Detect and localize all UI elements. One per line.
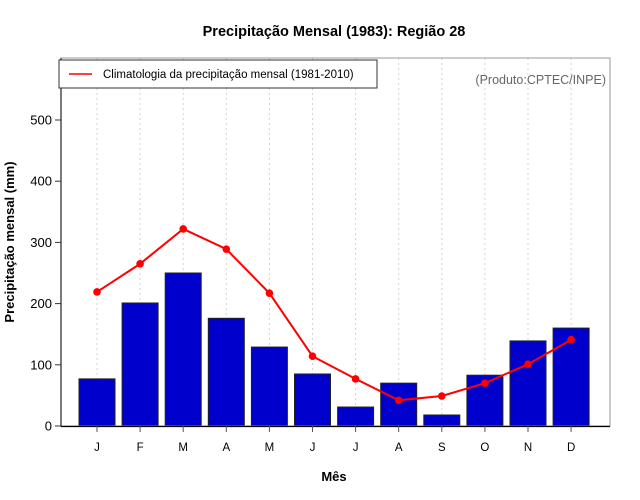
x-tick-label: N: [524, 442, 532, 454]
climatology-point-9: [481, 379, 489, 387]
y-tick-label: 100: [30, 357, 52, 372]
x-tick-label: M: [265, 442, 275, 454]
climatology-point-6: [351, 375, 360, 383]
y-axis-title: Precipitação mensal (mm): [2, 161, 17, 322]
y-tick-label: 400: [30, 174, 52, 189]
bar-4: [250, 346, 288, 427]
x-tick-label: O: [480, 442, 489, 454]
bar-8: [423, 414, 461, 427]
legend-box: [58, 59, 378, 89]
bar-3: [207, 317, 245, 427]
climatology-point-10: [524, 360, 532, 368]
x-tick-label: S: [438, 442, 446, 454]
climatology-point-5: [308, 352, 317, 361]
y-tick-label: 300: [30, 235, 52, 250]
chart-title: Precipitação Mensal (1983): Região 28: [203, 24, 466, 40]
x-tick-label: M: [178, 442, 188, 454]
climatology-point-2: [179, 225, 187, 233]
bar-5: [294, 373, 331, 427]
climatology-line-series: [93, 225, 575, 405]
bar-0: [78, 378, 116, 427]
bar-7: [380, 382, 418, 427]
climatology-point-11: [567, 335, 575, 344]
x-tick-label: J: [94, 442, 100, 454]
bar-series: [78, 272, 590, 427]
legend-label: Climatologia da precipitação mensal (198…: [103, 69, 354, 81]
credit-annotation: (Produto:CPTEC/INPE): [475, 73, 606, 87]
x-tick-label: J: [353, 442, 359, 454]
x-tick-label: J: [310, 442, 316, 454]
legend: Climatologia da precipitação mensal (198…: [58, 59, 378, 89]
bar-6: [337, 406, 375, 427]
y-tick-label: 500: [30, 113, 52, 128]
y-axis-ticks: 0 100 200 300 400 500: [30, 113, 61, 434]
climatology-point-3: [222, 245, 231, 253]
bar-2: [164, 272, 202, 427]
bar-10: [509, 340, 547, 427]
y-tick-label: 200: [30, 296, 52, 311]
climatology-point-1: [136, 260, 144, 268]
climatology-line: [96, 227, 572, 402]
bar-1: [121, 302, 159, 427]
x-tick-label: F: [137, 442, 144, 454]
climatology-point-8: [438, 392, 446, 400]
climatology-point-7: [394, 396, 403, 405]
x-tick-label: A: [395, 442, 403, 454]
climatology-point-4: [265, 289, 274, 297]
x-axis-title: Mês: [321, 469, 346, 484]
x-tick-label: D: [567, 442, 575, 454]
climatology-point-0: [93, 288, 101, 296]
x-tick-label: A: [222, 442, 230, 454]
y-tick-label: 0: [45, 419, 52, 434]
